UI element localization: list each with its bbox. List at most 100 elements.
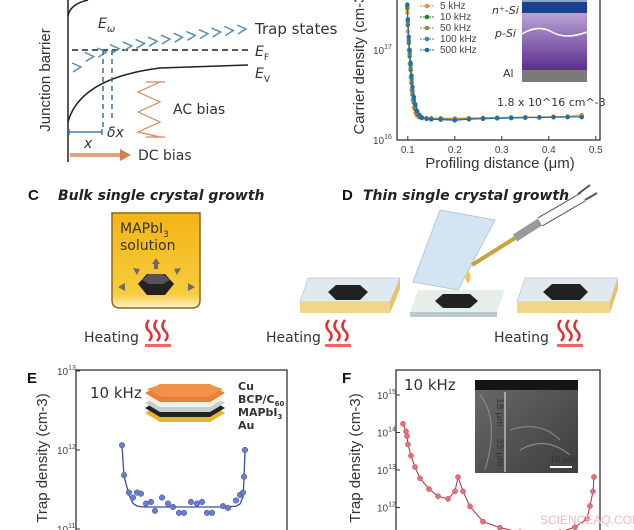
legend-label: 100 kHz <box>440 34 477 45</box>
data-point <box>125 489 133 496</box>
dc-bias-label: DC bias <box>138 148 192 164</box>
data-point <box>224 504 232 511</box>
trap-density-series <box>118 442 249 516</box>
growth-arrows-icon <box>118 258 195 291</box>
legend-label: 5 kHz <box>440 1 466 12</box>
y-tick-label: 1012 <box>57 444 76 457</box>
panel-title: Bulk single crystal growth <box>58 188 265 204</box>
data-point <box>426 486 432 492</box>
pipette-icon <box>470 184 598 267</box>
substrate-left <box>299 277 401 313</box>
panel-letter: D <box>342 187 353 204</box>
data-point <box>129 494 137 501</box>
data-point <box>413 101 418 107</box>
data-point <box>424 116 429 122</box>
trap-states-chevrons <box>71 24 248 73</box>
trap-state-chevron <box>236 24 248 35</box>
legend-label: 10 kHz <box>440 12 471 23</box>
fit-line <box>121 445 246 508</box>
legend-marker <box>424 36 430 42</box>
panel-a: Junction barrier Eω Trap states EF EV x … <box>37 0 338 164</box>
data-point <box>158 494 166 501</box>
panel-e: E Trap density (cm-3) 1013 1012 1011 10 kH… <box>27 365 288 530</box>
x-label: x <box>83 136 93 152</box>
y-axis-label: Trap density (cm-3) <box>347 393 364 522</box>
data-point <box>497 524 503 530</box>
data-point <box>429 117 434 122</box>
data-point <box>405 16 411 22</box>
heating-label-left: Heating <box>266 330 321 346</box>
data-point <box>435 493 441 500</box>
x-tick-label: 0.1 <box>401 145 415 156</box>
p-si-label: p-Si <box>494 27 516 40</box>
legend-label: 50 kHz <box>440 23 471 34</box>
y-tick-label: 1014 <box>377 427 396 440</box>
trap-state-chevron <box>224 25 235 37</box>
data-point <box>164 500 172 507</box>
data-point <box>118 442 126 449</box>
x-tick-label: 0.2 <box>448 145 462 156</box>
al-label: Al <box>503 67 514 80</box>
data-point <box>408 60 413 66</box>
y-ticks: 1015 1014 1013 1012 <box>377 389 400 515</box>
data-point <box>405 441 411 448</box>
al-layer <box>522 70 587 82</box>
plot-frame <box>396 0 601 141</box>
heating-label: Heating <box>84 330 139 346</box>
x-tick-label: 0.4 <box>542 145 556 156</box>
trap-state-chevron <box>211 27 223 38</box>
watermark: SCIENCEAQ.COM <box>540 513 634 527</box>
panel-letter: C <box>28 187 39 204</box>
panel-d: D Thin single crystal growth H <box>266 184 619 347</box>
trap-states-label: Trap states <box>254 20 338 38</box>
heating-icon <box>145 319 171 347</box>
sem-image-inset: 18 μm 35 μm 10 μm <box>475 380 578 473</box>
y-tick-label: 1016 <box>373 134 392 147</box>
y-tick-label: 1015 <box>377 389 396 402</box>
y-axis-label: Junction barrier <box>37 28 54 131</box>
data-point <box>198 498 206 505</box>
trap-density-series <box>400 421 597 530</box>
trap-state-chevron <box>71 62 83 73</box>
data-point <box>579 114 584 120</box>
data-point <box>480 116 486 122</box>
data-point <box>467 503 473 510</box>
panel-c: C Bulk single crystal growth MAPbI3 solu… <box>28 187 265 347</box>
x-axis-label: Profiling distance (μm) <box>425 155 575 172</box>
data-point <box>452 488 458 495</box>
trap-state-chevron <box>84 51 96 63</box>
data-point <box>232 497 240 504</box>
data-point <box>151 507 159 514</box>
data-point <box>438 117 443 122</box>
layer-label-bcp: BCP/C60 <box>238 393 284 408</box>
data-point <box>480 518 486 525</box>
data-point <box>587 503 593 509</box>
data-point <box>412 464 418 470</box>
data-point <box>494 116 500 121</box>
data-point <box>193 500 201 507</box>
data-point <box>208 509 216 516</box>
legend-marker <box>424 47 430 53</box>
data-point <box>417 475 423 482</box>
heating-label-right: Heating <box>494 330 549 346</box>
data-point <box>410 84 415 90</box>
trap-state-chevron <box>135 38 147 50</box>
x-tick-label: 0.5 <box>589 145 603 156</box>
n-si-label: n⁺-Si <box>492 4 519 17</box>
device-inset: n⁺-Si p-Si Al <box>492 0 588 82</box>
ac-bias-label: AC bias <box>173 102 225 118</box>
substrate-middle <box>410 290 505 317</box>
fermi-level-label: EF <box>255 44 269 63</box>
trap-state-chevron <box>185 30 197 42</box>
data-point <box>147 498 155 505</box>
droplet-icon <box>465 270 471 283</box>
plot-frame <box>75 369 288 530</box>
carrier-density-annotation: 1.8 x 10^16 cm^-3 <box>497 96 606 109</box>
data-point <box>180 509 188 516</box>
series-group <box>405 2 584 123</box>
data-point <box>137 490 145 497</box>
dx-label: δx <box>107 125 125 141</box>
panel-title: Thin single crystal growth <box>363 188 569 204</box>
data-point <box>460 488 466 495</box>
